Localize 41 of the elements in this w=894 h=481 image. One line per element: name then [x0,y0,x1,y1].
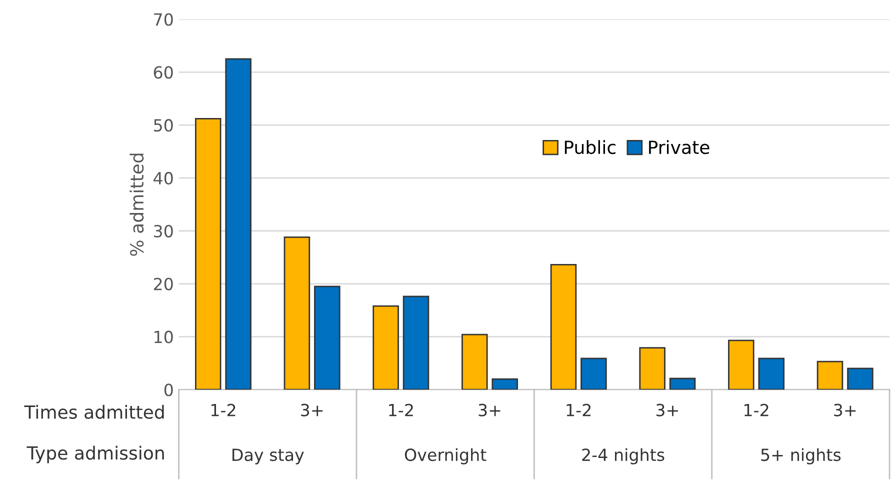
text: Type admission [26,446,164,464]
bar [758,358,785,390]
x-tick-label: 1-2 [211,404,236,416]
y-tick-label: 10 [154,330,173,344]
bar [580,358,607,390]
bar [669,378,696,390]
y-tick-label: 50 [154,119,173,132]
y-tick-label: 40 [154,172,173,185]
x-tick-label: 1-2 [389,404,413,416]
x-tick-label: 3+ [656,404,678,416]
y-tick-label: 20 [154,278,173,290]
bar [225,58,252,390]
y-tick-label: 60 [154,66,173,79]
y-tick-label: 30 [154,224,173,238]
bar [402,296,430,390]
y-axis-title: % admitted [130,154,144,256]
bar [492,378,518,390]
x-tick-label: 3+ [301,404,323,416]
bar [284,236,310,390]
y-tick-label: 70 [154,13,173,26]
bar [372,305,399,390]
y-tick-label: 0 [164,384,173,396]
text: 2-4 nights [582,448,664,464]
text: Day stay [232,448,304,464]
bar [816,360,844,390]
legend-label: Public [564,140,616,154]
x-tick-label: 3+ [834,404,856,416]
bar [314,286,340,390]
bar [462,334,488,390]
bar [847,368,874,390]
bar [639,347,666,390]
bar [728,340,754,390]
text: 5+ nights [761,448,841,464]
legend-label: Private [649,140,710,154]
bar [550,264,577,390]
text: Times admitted [24,404,164,419]
text: Overnight [404,448,486,464]
x-tick-label: 1-2 [744,404,768,416]
bar [194,118,222,390]
x-tick-label: 1-2 [566,404,591,416]
x-tick-label: 3+ [478,404,500,416]
